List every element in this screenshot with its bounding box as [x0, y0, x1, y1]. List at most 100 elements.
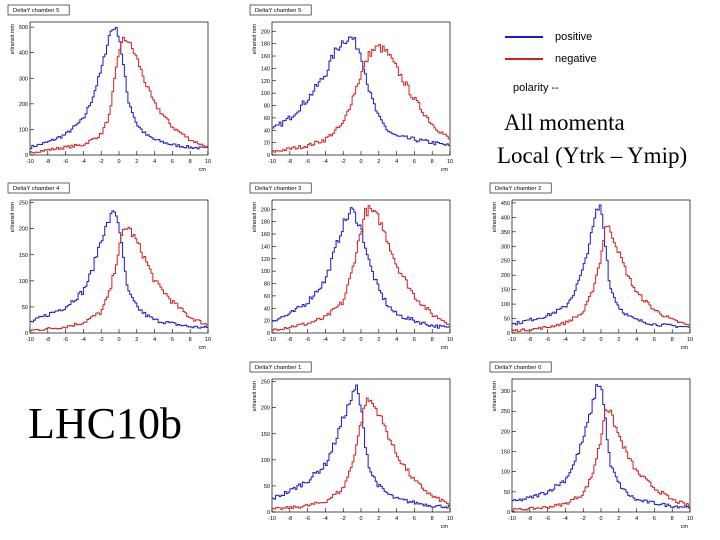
run-label: LHC10b [28, 399, 182, 448]
y-tick-label: 400 [501, 215, 510, 221]
x-tick-label: 10 [205, 159, 211, 165]
y-tick-label: 0 [25, 331, 28, 337]
y-tick-label: 100 [261, 458, 270, 464]
x-tick-label: -10 [268, 337, 276, 343]
legend: positive negative polarity -- [505, 20, 615, 100]
y-tick-label: 120 [261, 79, 270, 85]
plot-frame [271, 378, 451, 513]
legend-line-negative [505, 58, 543, 60]
chart-title: DeltaY chamber 3 [255, 186, 301, 192]
y-tick-label: 100 [261, 91, 270, 97]
x-tick-label: -8 [45, 337, 50, 343]
y-tick-label: 40 [264, 306, 270, 312]
y-tick-label: 300 [501, 389, 510, 395]
x-tick-label: 2 [135, 159, 138, 165]
y-tick-label: 140 [261, 66, 270, 72]
x-tick-label: 6 [413, 337, 416, 343]
x-tick-label: 8 [189, 159, 192, 165]
x-tick-label: 8 [431, 337, 434, 343]
y-tick-label: 150 [19, 253, 28, 259]
x-tick-label: -10 [508, 337, 516, 343]
x-tick-label: -4 [81, 337, 86, 343]
y-tick-label: 40 [264, 128, 270, 134]
x-tick-label: 4 [635, 337, 638, 343]
x-tick-label: 10 [687, 337, 693, 343]
x-tick-label: 6 [171, 337, 174, 343]
legend-label-positive: positive [555, 31, 593, 43]
x-tick-label: -6 [305, 516, 310, 522]
y-tick-label: 0 [507, 510, 510, 516]
y-tick-label: 400 [19, 51, 28, 57]
series-positive [512, 204, 690, 328]
title-box [249, 182, 312, 194]
x-tick-label: -2 [99, 337, 104, 343]
y-tick-label: 250 [261, 380, 270, 386]
y-axis-label: e/transit mm [492, 202, 498, 233]
x-tick-label: 2 [135, 337, 138, 343]
chart-panel-chamber-1: 0 50 100 150 200 250 -10 -8 -6 -4 -2 0 2 4 6 8 10 cm e/tra… [249, 361, 453, 532]
chart-panel-chamber-5: 0 20 40 60 80 100 120 140 160 180 200 -10 -8 -6 -4 -2 0 2… [249, 4, 453, 175]
y-tick-label: 60 [264, 294, 270, 300]
plot-frame [511, 199, 691, 334]
x-tick-label: 8 [189, 337, 192, 343]
x-tick-label: -2 [99, 159, 104, 165]
x-tick-label: 0 [599, 516, 602, 522]
legend-line-positive [505, 36, 543, 38]
y-tick-label: 0 [267, 510, 270, 516]
x-tick-label: -2 [341, 159, 346, 165]
x-tick-label: 6 [653, 516, 656, 522]
legend-label-negative: negative [555, 53, 597, 65]
title-box [249, 361, 312, 373]
x-axis-label: cm [199, 345, 207, 351]
y-tick-label: 150 [261, 432, 270, 438]
y-tick-label: 50 [22, 305, 28, 311]
x-axis-label: cm [441, 524, 449, 530]
x-tick-label: 4 [395, 337, 398, 343]
caption-momenta: All momenta [504, 110, 625, 135]
series-positive [272, 36, 450, 146]
y-tick-label: 150 [501, 288, 510, 294]
x-tick-label: 10 [205, 337, 211, 343]
chart-svg: 0 50 100 150 200 250 300 -10 -8 -6 -4 -2 0 2 4 6 8 10 cm e/… [489, 361, 693, 530]
y-tick-label: 20 [264, 319, 270, 325]
x-tick-label: 4 [635, 516, 638, 522]
y-tick-label: 100 [501, 470, 510, 476]
x-axis-label: cm [681, 524, 689, 530]
x-tick-label: 0 [359, 516, 362, 522]
x-tick-label: 2 [377, 337, 380, 343]
y-tick-label: 0 [25, 153, 28, 159]
x-axis-label: cm [681, 345, 689, 351]
y-tick-label: 450 [501, 201, 510, 207]
y-axis-label: e/transit mm [10, 202, 16, 233]
x-tick-label: -10 [26, 337, 34, 343]
y-axis-label: e/transit mm [10, 24, 16, 55]
x-tick-label: -6 [305, 159, 310, 165]
x-tick-label: -8 [287, 516, 292, 522]
x-tick-label: -6 [545, 516, 550, 522]
y-tick-label: 500 [19, 25, 28, 31]
x-tick-label: 8 [671, 337, 674, 343]
x-tick-label: -8 [45, 159, 50, 165]
x-tick-label: 4 [395, 516, 398, 522]
x-tick-label: 4 [395, 159, 398, 165]
y-tick-label: 180 [261, 220, 270, 226]
x-tick-label: -4 [323, 159, 328, 165]
chart-title: DeltaY chamber 5 [255, 8, 301, 14]
series-positive [272, 384, 450, 509]
x-tick-label: 0 [599, 337, 602, 343]
x-tick-label: -6 [63, 159, 68, 165]
chart-svg: 0 20 40 60 80 100 120 140 160 180 200 -10 -8 -6 -4 -2 0 2… [249, 182, 453, 351]
title-box [7, 182, 70, 194]
series-negative [272, 397, 450, 510]
series-positive [512, 384, 690, 509]
y-tick-label: 200 [501, 273, 510, 279]
y-tick-label: 250 [501, 409, 510, 415]
chart-title: DeltaY chamber 4 [13, 186, 60, 192]
chart-panel-chamber-0: 0 50 100 150 200 250 300 -10 -8 -6 -4 -2 0 2 4 6 8 10 cm e/… [489, 361, 693, 532]
y-tick-label: 180 [261, 42, 270, 48]
legend-polarity-label: polarity -- [513, 82, 559, 94]
x-tick-label: 10 [687, 516, 693, 522]
title-box [249, 4, 312, 16]
x-tick-label: -2 [341, 337, 346, 343]
series-negative [30, 36, 208, 154]
